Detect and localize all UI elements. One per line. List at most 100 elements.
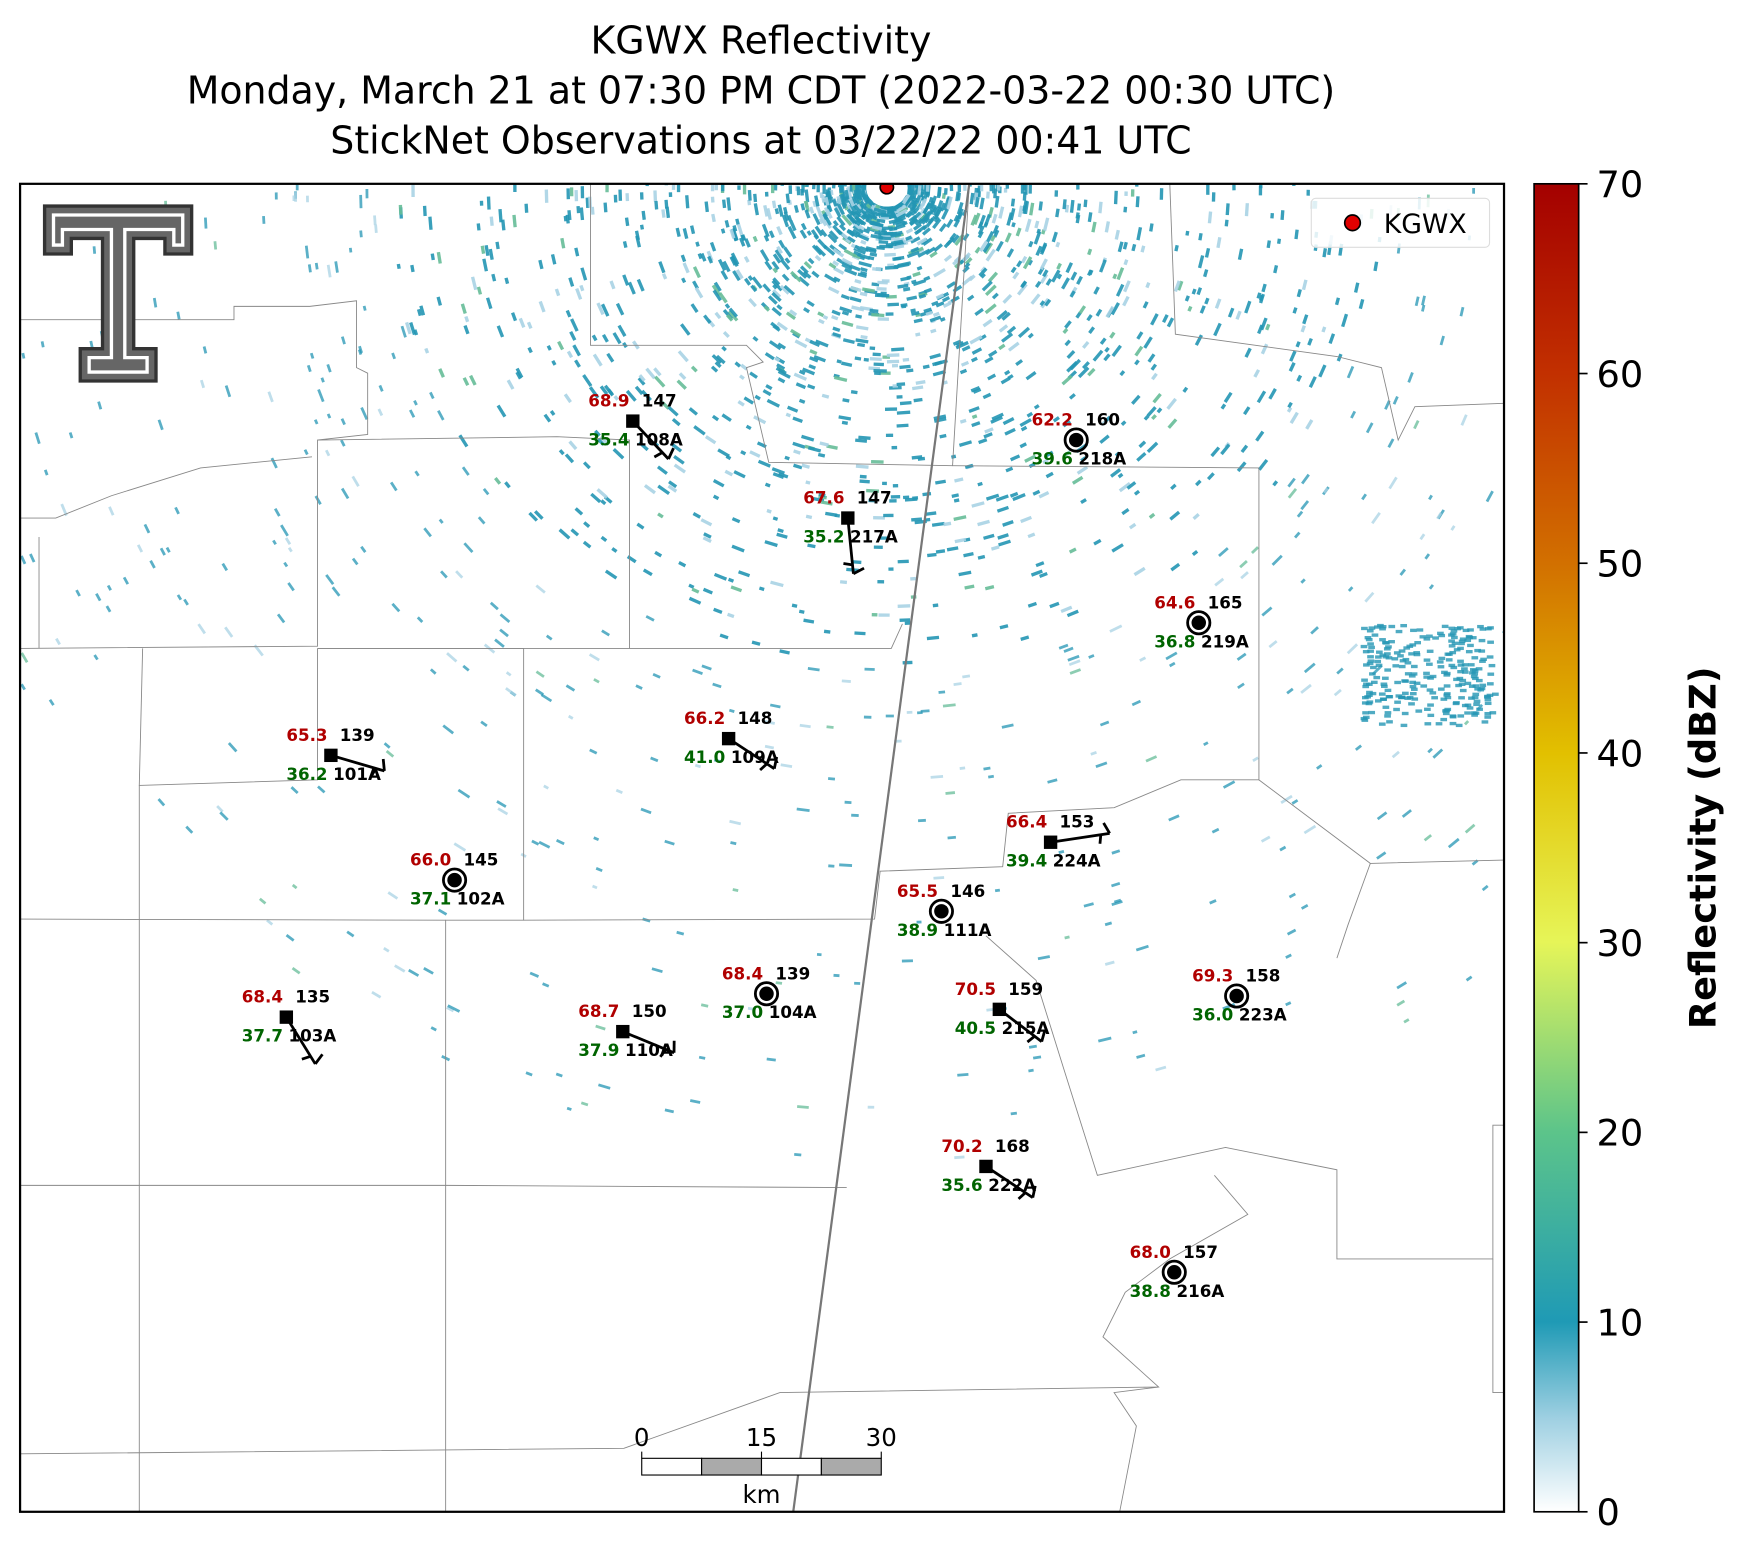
radar-echo [822, 212, 832, 226]
radar-echo [797, 1105, 809, 1109]
radar-echo [1354, 744, 1363, 751]
radar-echo [926, 209, 934, 218]
radar-echo [1111, 849, 1121, 855]
radar-echo [915, 332, 921, 337]
radar-echo [1252, 756, 1259, 763]
radar-echo [1494, 97, 1498, 106]
radar-echo [266, 919, 274, 926]
radar-echo [912, 271, 921, 278]
radar-echo [440, 570, 448, 579]
radar-echo [1295, 341, 1301, 348]
radar-echo [739, 237, 746, 247]
radar-echo [639, 192, 644, 200]
radar-echo [978, 438, 988, 445]
radar-echo [1150, 313, 1159, 326]
radar-echo [650, 756, 659, 763]
radar-echo [754, 165, 759, 175]
radar-echo [1369, 672, 1376, 676]
pressure: 159 [1008, 979, 1043, 999]
radar-echo [544, 189, 549, 203]
radar-echo [1068, 547, 1077, 554]
radar-echo [769, 703, 781, 709]
radar-echo [772, 516, 779, 521]
radar-echo [598, 1083, 611, 1090]
radar-echo [1361, 626, 1368, 631]
radar-echo [776, 363, 786, 371]
radar-echo [1382, 676, 1389, 680]
title-line: Monday, March 21 at 07:30 PM CDT (2022-0… [187, 69, 1335, 113]
radar-echo [1424, 722, 1432, 726]
radar-echo [1011, 222, 1016, 228]
radar-echo [1122, 241, 1128, 250]
radar-echo [767, 295, 778, 305]
radar-echo [1004, 369, 1011, 376]
radar-echo [1484, 694, 1491, 699]
radar-echo [1450, 525, 1456, 531]
radar-echo [735, 169, 739, 182]
radar-echo [1067, 654, 1080, 662]
colorbar-tick-label: 30 [1596, 922, 1643, 965]
radar-echo [505, 671, 512, 677]
radar-echo [892, 255, 905, 261]
radar-echo [555, 839, 565, 846]
radar-echo [783, 211, 790, 222]
radar-echo [745, 424, 752, 431]
radar-echo [1558, 109, 1562, 121]
radar-echo [854, 631, 866, 636]
radar-echo [1276, 238, 1282, 244]
radar-echo [546, 345, 552, 351]
radar-echo [616, 162, 620, 173]
radar-echo [1661, 89, 1665, 99]
radar-echo [416, 308, 422, 317]
radar-echo [1467, 643, 1474, 648]
radar-echo [1198, 232, 1203, 241]
radar-echo [823, 218, 832, 229]
radar-echo [1409, 680, 1417, 685]
station-id: 224A [1053, 851, 1101, 871]
radar-echo [1223, 391, 1233, 403]
radar-echo [757, 171, 761, 179]
radar-echo [174, 506, 180, 515]
radar-echo [995, 494, 1009, 502]
radar-echo [1218, 547, 1229, 558]
pressure: 145 [463, 850, 498, 870]
radar-echo [925, 184, 930, 192]
radar-echo [416, 616, 424, 623]
radar-echo [453, 842, 467, 852]
radar-echo [1069, 199, 1075, 213]
radar-echo [274, 192, 278, 200]
radar-echo [883, 513, 894, 518]
radar-echo [934, 359, 948, 366]
radar-echo [1321, 326, 1327, 333]
radar-echo [224, 385, 232, 398]
radar-echo [798, 398, 806, 404]
radar-echo [224, 626, 234, 638]
radar-echo [396, 263, 401, 270]
county-line [1102, 1175, 1249, 1512]
radar-echo [966, 294, 975, 302]
radar-echo [823, 244, 836, 256]
radar-echo [964, 257, 973, 265]
pressure: 147 [642, 391, 677, 411]
radar-echo [922, 237, 933, 247]
radar-echo [690, 365, 698, 373]
radar-echo [1082, 340, 1090, 349]
radar-echo [272, 539, 277, 546]
radar-echo [159, 547, 166, 556]
radar-echo [462, 664, 470, 672]
station-marker [1191, 615, 1207, 631]
radar-echo [1360, 644, 1368, 649]
radar-echo [813, 355, 826, 363]
radar-echo [1044, 298, 1052, 307]
temperature: 68.9 [588, 391, 629, 411]
radar-echo [728, 307, 738, 318]
radar-echo [1145, 755, 1158, 763]
radar-echo [772, 289, 782, 299]
radar-echo [814, 254, 822, 262]
calm-wind-ring [1161, 1259, 1187, 1285]
radar-echo [1092, 349, 1104, 362]
radar-echo [789, 219, 797, 232]
radar-echo [1032, 489, 1041, 496]
radar-echo [1475, 667, 1483, 671]
